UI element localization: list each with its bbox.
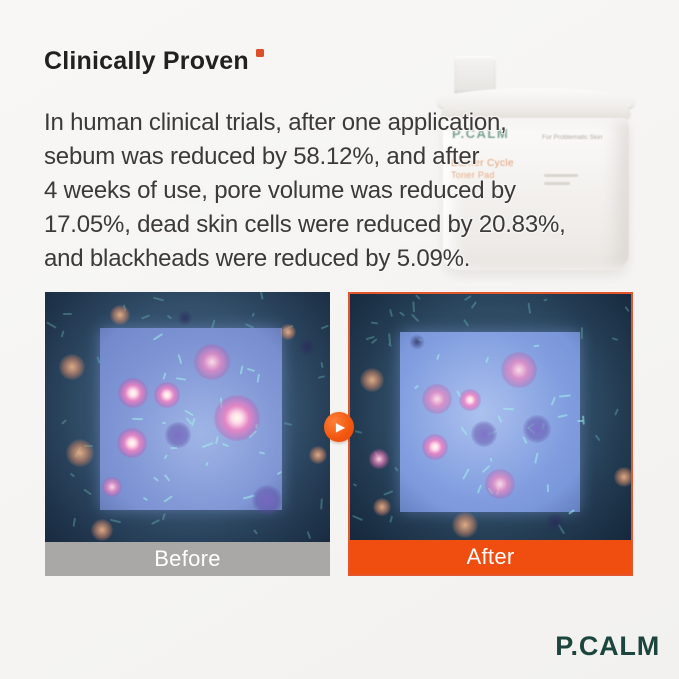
after-vignette xyxy=(350,294,631,540)
pink-glow-spot xyxy=(485,469,515,499)
before-label: Before xyxy=(154,546,221,571)
jar-body xyxy=(443,118,629,270)
orange-glow-spot xyxy=(452,512,478,538)
pink-glow-spot xyxy=(422,384,452,414)
page-title: Clinically Proven xyxy=(44,47,249,75)
orange-glow-spot xyxy=(373,498,391,516)
dark-glow-spot xyxy=(177,310,193,326)
orange-glow-spot xyxy=(91,519,113,541)
jar-rim xyxy=(441,108,631,120)
paragraph-line: and blackheads were reduced by 5.09%. xyxy=(44,245,471,272)
bright-glow-spot xyxy=(154,382,180,408)
orange-glow-spot xyxy=(66,439,94,467)
orange-glow-spot xyxy=(309,446,327,464)
next-arrow-button: ▶ xyxy=(324,412,354,442)
paragraph-line: 4 weeks of use, pore volume was reduced … xyxy=(44,177,516,204)
orange-glow-spot xyxy=(360,368,384,392)
after-label: After xyxy=(466,544,515,569)
pink-glow-spot xyxy=(501,352,537,388)
before-microscopy-image xyxy=(45,292,330,542)
purple-glow-spot xyxy=(471,421,497,447)
orange-glow-spot xyxy=(280,324,296,340)
fluorescence-speckle xyxy=(580,327,583,339)
jar-fineprint-bar xyxy=(544,174,578,177)
bright-glow-spot xyxy=(118,378,148,408)
jar-product-line2: Toner Pad xyxy=(451,170,495,180)
bright-glow-spot xyxy=(117,428,147,458)
pink-glow-spot xyxy=(194,344,230,380)
jar-fineprint-bar xyxy=(544,182,570,185)
play-arrow-icon: ▶ xyxy=(335,420,346,434)
orange-glow-spot xyxy=(614,467,631,487)
orange-glow-spot xyxy=(110,305,130,325)
paragraph-line: In human clinical trials, after one appl… xyxy=(44,109,507,136)
jar-cap xyxy=(454,56,496,94)
jar-side-text: For Problematic Skin xyxy=(542,134,603,141)
after-microscopy-image xyxy=(350,294,631,540)
dark-glow-spot xyxy=(409,334,425,350)
bright-glow-spot xyxy=(422,434,448,460)
purple-glow-spot xyxy=(165,422,191,448)
headline-row: Clinically Proven xyxy=(44,46,264,76)
brand-logo: P.CALM xyxy=(555,631,660,661)
before-label-bar: Before xyxy=(45,542,330,576)
product-jar-image: P.CALM For Problematic Skin Barrier Cycl… xyxy=(438,46,640,272)
paragraph-line: sebum was reduced by 58.12%, and after xyxy=(44,143,480,170)
orange-glow-spot xyxy=(59,354,85,380)
fluorescence-speckle xyxy=(62,312,72,315)
jar-brand-label: P.CALM xyxy=(452,126,510,141)
fluorescence-speckle xyxy=(131,417,143,420)
dark-glow-spot xyxy=(545,512,565,532)
paragraph-line: 17.05%, dead skin cells were reduced by … xyxy=(44,211,566,238)
dark-glow-spot xyxy=(298,338,316,356)
pink-glow-spot xyxy=(102,477,122,497)
clinical-results-paragraph: In human clinical trials, after one appl… xyxy=(44,106,650,276)
bright-glow-spot xyxy=(459,389,481,411)
purple-glow-spot xyxy=(523,415,551,443)
purple-glow-spot xyxy=(252,485,282,515)
jar-product-line1: Barrier Cycle xyxy=(451,158,514,169)
bright-glow-spot xyxy=(214,395,260,441)
trademark-square-icon xyxy=(255,49,264,57)
pink-glow-spot xyxy=(369,449,389,469)
after-image-block: After xyxy=(348,292,633,576)
after-label-bar: After xyxy=(350,540,631,574)
before-image-block: Before xyxy=(45,292,330,576)
